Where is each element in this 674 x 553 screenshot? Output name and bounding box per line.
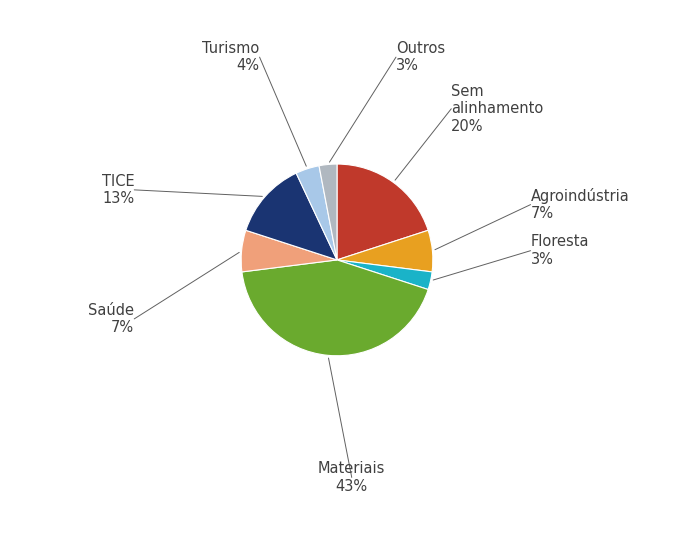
Text: Agroindústria
7%: Agroindústria 7% <box>530 188 630 221</box>
Text: TICE
13%: TICE 13% <box>102 174 134 206</box>
Wedge shape <box>246 173 337 260</box>
Wedge shape <box>319 164 337 260</box>
Wedge shape <box>296 166 337 260</box>
Wedge shape <box>337 260 432 290</box>
Text: Saúde
7%: Saúde 7% <box>88 302 134 335</box>
Wedge shape <box>337 164 428 260</box>
Wedge shape <box>337 230 433 272</box>
Text: Outros
3%: Outros 3% <box>396 41 445 74</box>
Text: Turismo
4%: Turismo 4% <box>202 41 259 74</box>
Text: Materiais
43%: Materiais 43% <box>318 461 386 494</box>
Text: Floresta
3%: Floresta 3% <box>530 234 589 267</box>
Wedge shape <box>241 230 337 272</box>
Text: Sem
alinhamento
20%: Sem alinhamento 20% <box>452 84 543 134</box>
Wedge shape <box>242 260 428 356</box>
